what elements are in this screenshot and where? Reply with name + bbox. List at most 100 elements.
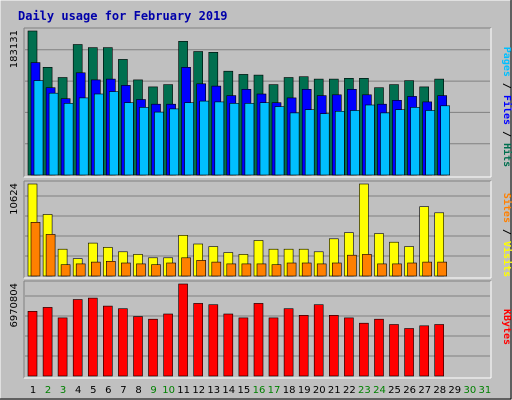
bar-kbytes-day-2 [42, 307, 53, 377]
day-label-22: 22 [343, 385, 356, 396]
bar-pages-day-23 [365, 104, 375, 176]
bar-pages-day-18 [289, 112, 300, 176]
panel-max-label: 6970804 [9, 283, 20, 328]
bar-kbytes-day-23 [359, 322, 369, 377]
bar-sites-day-17 [271, 264, 282, 277]
bar-kbytes-day-17 [268, 317, 279, 377]
bar-sites-day-14 [226, 263, 237, 277]
side-label-segment: / [501, 223, 512, 241]
day-label-14: 14 [222, 385, 235, 396]
bar-kbytes-day-19 [298, 314, 309, 377]
bar-kbytes-day-8 [133, 316, 143, 377]
bar-pages-day-27 [425, 110, 436, 176]
bar-pages-day-22 [350, 110, 360, 176]
bar-pages-day-24 [380, 112, 390, 176]
bar-sites-day-28 [437, 261, 448, 277]
bar-kbytes-day-14 [223, 313, 234, 377]
bar-sites-day-1 [30, 222, 41, 277]
panel-max-label: 10624 [9, 183, 20, 215]
bar-kbytes-day-25 [389, 324, 399, 377]
bar-pages-day-13 [214, 101, 225, 176]
bar-sites-day-22 [347, 254, 357, 277]
day-label-6: 6 [105, 385, 111, 396]
bar-pages-day-1 [33, 80, 44, 176]
side-label-segment: Files [501, 95, 512, 125]
bar-pages-day-19 [304, 109, 315, 176]
day-label-13: 13 [207, 385, 220, 396]
panel-max-label: 183131 [9, 30, 20, 68]
day-label-4: 4 [75, 385, 81, 396]
bar-pages-day-8 [139, 107, 149, 176]
day-label-18: 18 [283, 385, 296, 396]
bar-sites-day-2 [45, 234, 56, 277]
day-label-31: 31 [479, 385, 492, 396]
bar-sites-day-27 [422, 261, 433, 277]
bar-kbytes-day-13 [208, 304, 219, 377]
day-label-20: 20 [313, 385, 326, 396]
bar-pages-day-25 [395, 109, 405, 176]
bar-pages-day-14 [229, 103, 240, 176]
bar-sites-day-12 [196, 260, 206, 277]
bar-sites-day-18 [286, 262, 297, 277]
day-label-30: 30 [464, 385, 477, 396]
bar-sites-day-5 [91, 261, 101, 277]
day-label-17: 17 [268, 385, 281, 396]
side-label-segment: KBytes [501, 309, 512, 345]
day-label-11: 11 [177, 385, 190, 396]
bar-kbytes-day-22 [344, 317, 354, 377]
bar-kbytes-day-15 [238, 317, 249, 377]
day-label-2: 2 [45, 385, 51, 396]
day-label-21: 21 [328, 385, 341, 396]
day-label-15: 15 [238, 385, 251, 396]
bar-pages-day-20 [319, 113, 330, 176]
bar-pages-day-21 [334, 111, 345, 176]
bar-pages-day-12 [199, 100, 209, 176]
side-label-segment: Visits [501, 241, 512, 277]
bar-pages-day-7 [124, 102, 134, 176]
bar-sites-day-4 [75, 263, 86, 277]
day-label-27: 27 [418, 385, 431, 396]
bar-pages-day-15 [244, 103, 255, 176]
chart-title: Daily usage for February 2019 [18, 9, 228, 23]
bar-pages-day-2 [48, 92, 59, 176]
panel-hits-files-pages: 183131 [9, 27, 492, 178]
day-label-26: 26 [403, 385, 416, 396]
panel3-side-label: KBytes [501, 309, 512, 345]
day-label-10: 10 [162, 385, 175, 396]
bar-kbytes-day-4 [72, 299, 83, 377]
bar-sites-day-24 [377, 263, 387, 277]
bar-sites-day-15 [241, 263, 252, 277]
day-label-23: 23 [358, 385, 371, 396]
bar-kbytes-day-5 [88, 297, 98, 377]
bar-sites-day-8 [136, 263, 146, 277]
bar-kbytes-day-27 [419, 325, 430, 377]
day-label-8: 8 [135, 385, 141, 396]
bar-sites-day-23 [362, 254, 372, 277]
bar-kbytes-day-9 [148, 318, 158, 377]
bar-kbytes-day-1 [27, 310, 38, 377]
side-label-segment: Pages [501, 47, 512, 77]
bar-kbytes-day-20 [313, 304, 324, 377]
side-label-segment: / [501, 125, 512, 143]
bar-pages-day-11 [184, 102, 194, 176]
bar-sites-day-3 [60, 264, 71, 277]
bar-pages-day-28 [440, 105, 451, 176]
panel1-side-label: Pages / Files / Hits [501, 47, 512, 167]
bar-pages-day-4 [78, 97, 89, 176]
bar-pages-day-16 [259, 102, 270, 176]
day-label-28: 28 [433, 385, 446, 396]
panel-kbytes: 6970804 [9, 280, 492, 379]
side-label-segment: Sites [501, 193, 512, 223]
side-label-segment: / [501, 77, 512, 95]
bar-sites-day-9 [151, 264, 161, 277]
bar-kbytes-day-21 [328, 314, 339, 377]
bar-kbytes-day-12 [193, 303, 203, 377]
bar-kbytes-day-16 [253, 303, 264, 377]
bar-kbytes-day-28 [434, 324, 445, 377]
bar-kbytes-day-7 [118, 308, 128, 377]
day-label-3: 3 [60, 385, 66, 396]
day-label-25: 25 [388, 385, 401, 396]
day-label-24: 24 [373, 385, 386, 396]
side-label-segment: Hits [501, 143, 512, 167]
bar-pages-day-17 [274, 106, 285, 176]
